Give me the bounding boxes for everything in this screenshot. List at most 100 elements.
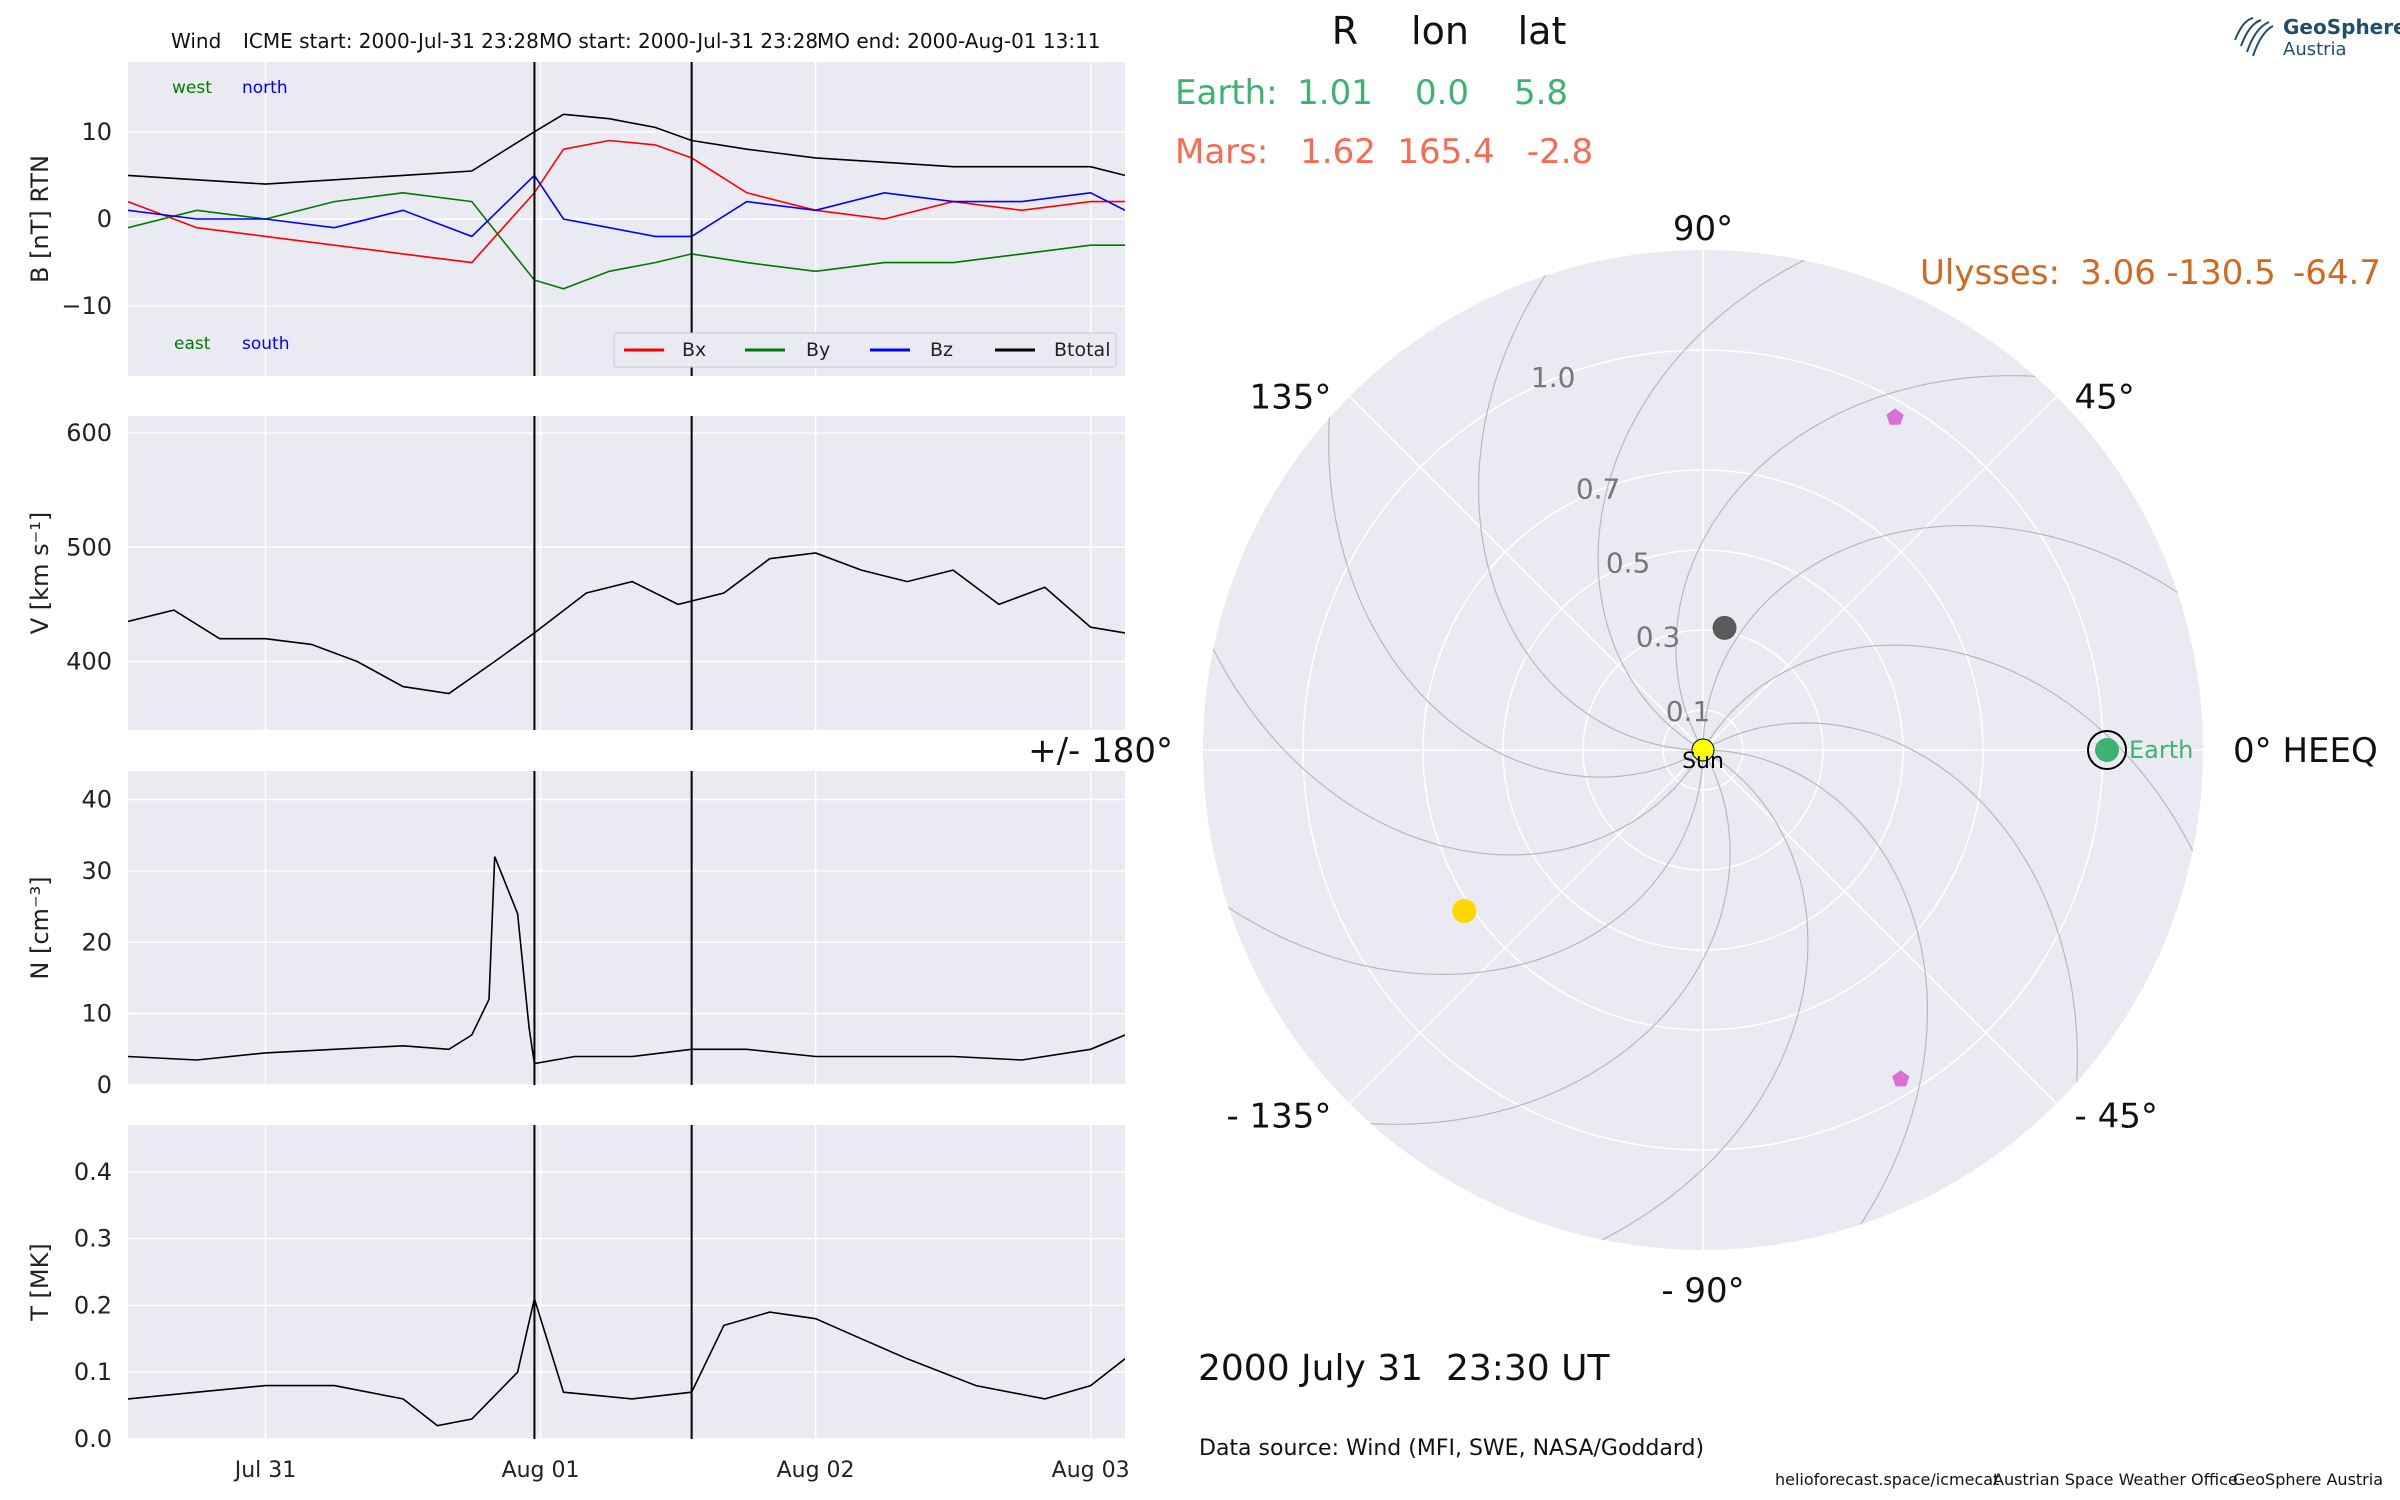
radial-tick-1: 0.3 [1636, 621, 1681, 654]
ytick-t-1: 0.3 [74, 1225, 112, 1253]
sun-marker [1691, 738, 1715, 762]
logo-line2: Austria [2283, 39, 2347, 60]
data-source-label: Data source: Wind (MFI, SWE, NASA/Goddar… [1199, 1436, 1704, 1461]
table-header-r: R [1332, 9, 1358, 53]
series-v [128, 552, 1125, 695]
y-tick-labels: 10 0 −10 600 500 400 40 30 20 10 0 0.4 0.3 0.2 0.1 0.0 [61, 118, 112, 1453]
mercury-marker [1712, 615, 1737, 640]
x-tick-labels: Jul 31 Aug 01 Aug 02 Aug 03 [233, 1458, 1130, 1483]
earth-marker [2095, 738, 2119, 762]
ulysses-row-lat: -64.7 [2293, 253, 2381, 293]
series-n [128, 856, 1125, 1065]
ytick-t-0: 0.4 [74, 1158, 112, 1186]
timeseries-series [128, 113, 1125, 1427]
legend-frame [613, 332, 1117, 368]
mars-row-lat: -2.8 [1527, 132, 1593, 172]
series-by [128, 191, 1125, 290]
footer-org: GeoSphere Austria [2233, 1470, 2383, 1489]
angular-spoke-1 [1702, 395, 2058, 751]
legend-label-bz: Bz [930, 339, 953, 361]
earth-label: Earth [2129, 736, 2193, 764]
ylabel-b: B [nT] RTN [26, 155, 54, 283]
logo-mark-icon [2234, 17, 2274, 57]
footer-office: Austrian Space Weather Office [1993, 1470, 2238, 1489]
ytick-t-3: 0.1 [74, 1358, 112, 1386]
radial-tick-3: 0.7 [1576, 472, 1621, 505]
label-north: north [242, 78, 288, 98]
parker-spiral-2 [1702, 644, 2202, 869]
ulysses-row-lon: -130.5 [2166, 253, 2276, 293]
ytick-t-4: 0.0 [74, 1425, 112, 1453]
earth-row-lat: 5.8 [1514, 73, 1568, 113]
parker-spiral-7 [1328, 398, 1704, 778]
angular-label-0: 0° HEEQ [2233, 731, 2378, 771]
ylabel-v: V [km s⁻¹] [26, 512, 54, 634]
angular-label-6: - 90° [1661, 1271, 1744, 1311]
parker-spiral-1 [1702, 722, 2078, 1102]
pentagon-lower-marker [1892, 1070, 1910, 1087]
event-lines [533, 62, 693, 1439]
series-bx [128, 139, 1125, 264]
radial-tick-4: 1.0 [1531, 361, 1576, 394]
parker-spiral-6 [1477, 259, 1704, 751]
geosphere-logo: GeoSphere Austria [2234, 15, 2400, 60]
parker-spiral-9 [1212, 749, 1704, 976]
parker-spiral-10 [1351, 749, 1731, 1125]
ytick-n-3: 10 [81, 1000, 112, 1028]
logo-line1: GeoSphere [2283, 15, 2400, 39]
datetime-label: 2000 July 31 23:30 UT [1198, 1348, 1610, 1389]
ytick-b-2: −10 [61, 292, 112, 320]
ylabel-n: N [cm⁻³] [26, 876, 54, 979]
ylabel-t: T [MK] [26, 1243, 54, 1321]
xtick-1: Aug 01 [502, 1458, 580, 1483]
series-btotal [128, 113, 1125, 185]
label-west: west [172, 78, 212, 98]
venus-marker [1452, 899, 1477, 924]
panel-v-background [128, 416, 1125, 730]
header-icme-start: ICME start: 2000-Jul-31 23:28 [243, 29, 539, 53]
series-t [128, 1295, 1125, 1427]
ytick-v-2: 400 [66, 647, 112, 675]
legend-label-btotal: Btotal [1054, 339, 1110, 361]
table-header-lat: lat [1518, 9, 1567, 53]
ytick-n-0: 40 [81, 786, 112, 814]
earth-row-lon: 0.0 [1415, 73, 1469, 113]
ytick-n-1: 30 [81, 857, 112, 885]
header-mo-end: MO end: 2000-Aug-01 13:11 [817, 29, 1101, 53]
mars-row-name: Mars: [1175, 132, 1268, 172]
earth-ring [2087, 730, 2127, 770]
label-south: south [242, 334, 289, 354]
parker-spiral-3 [1702, 524, 2194, 751]
angular-spoke-5 [1348, 749, 1704, 1105]
xtick-2: Aug 02 [777, 1458, 855, 1483]
series-bz [128, 174, 1125, 238]
header-mo-start: MO start: 2000-Jul-31 23:28 [539, 29, 818, 53]
ytick-n-2: 20 [81, 928, 112, 956]
angular-label-1: 45° [2075, 377, 2135, 417]
ulysses-row-name: Ulysses: [1920, 253, 2060, 293]
panel-n-background [128, 771, 1125, 1085]
angular-spoke-3 [1348, 395, 1704, 751]
radial-tick-0: 0.1 [1666, 695, 1711, 728]
ytick-v-1: 500 [66, 533, 112, 561]
mars-row-r: 1.62 [1300, 132, 1376, 172]
parker-spiral-0 [1702, 749, 1929, 1241]
legend-label-by: By [806, 339, 830, 361]
earth-row-r: 1.01 [1297, 73, 1373, 113]
ytick-n-4: 0 [97, 1071, 112, 1099]
pentagon-upper-marker [1886, 408, 1904, 425]
mars-row-lon: 165.4 [1397, 132, 1494, 172]
polar-plot: 0.1 0.3 0.5 0.7 1.0 0° HEEQ 45° 90° 135° +/- 180°… [1028, 209, 2378, 1311]
legend-label-bx: Bx [682, 339, 706, 361]
parker-spiral-4 [1675, 375, 2055, 751]
sun-label: Sun [1682, 749, 1724, 774]
xtick-3: Aug 03 [1052, 1458, 1130, 1483]
parker-spiral-5 [1597, 251, 1822, 751]
timeseries-gridlines [128, 62, 1125, 1440]
angular-label-3: 135° [1250, 377, 1332, 417]
radial-tick-2: 0.5 [1606, 547, 1651, 580]
angular-spoke-7 [1702, 749, 2058, 1105]
ytick-t-2: 0.2 [74, 1291, 112, 1319]
ytick-b-1: 0 [97, 205, 112, 233]
